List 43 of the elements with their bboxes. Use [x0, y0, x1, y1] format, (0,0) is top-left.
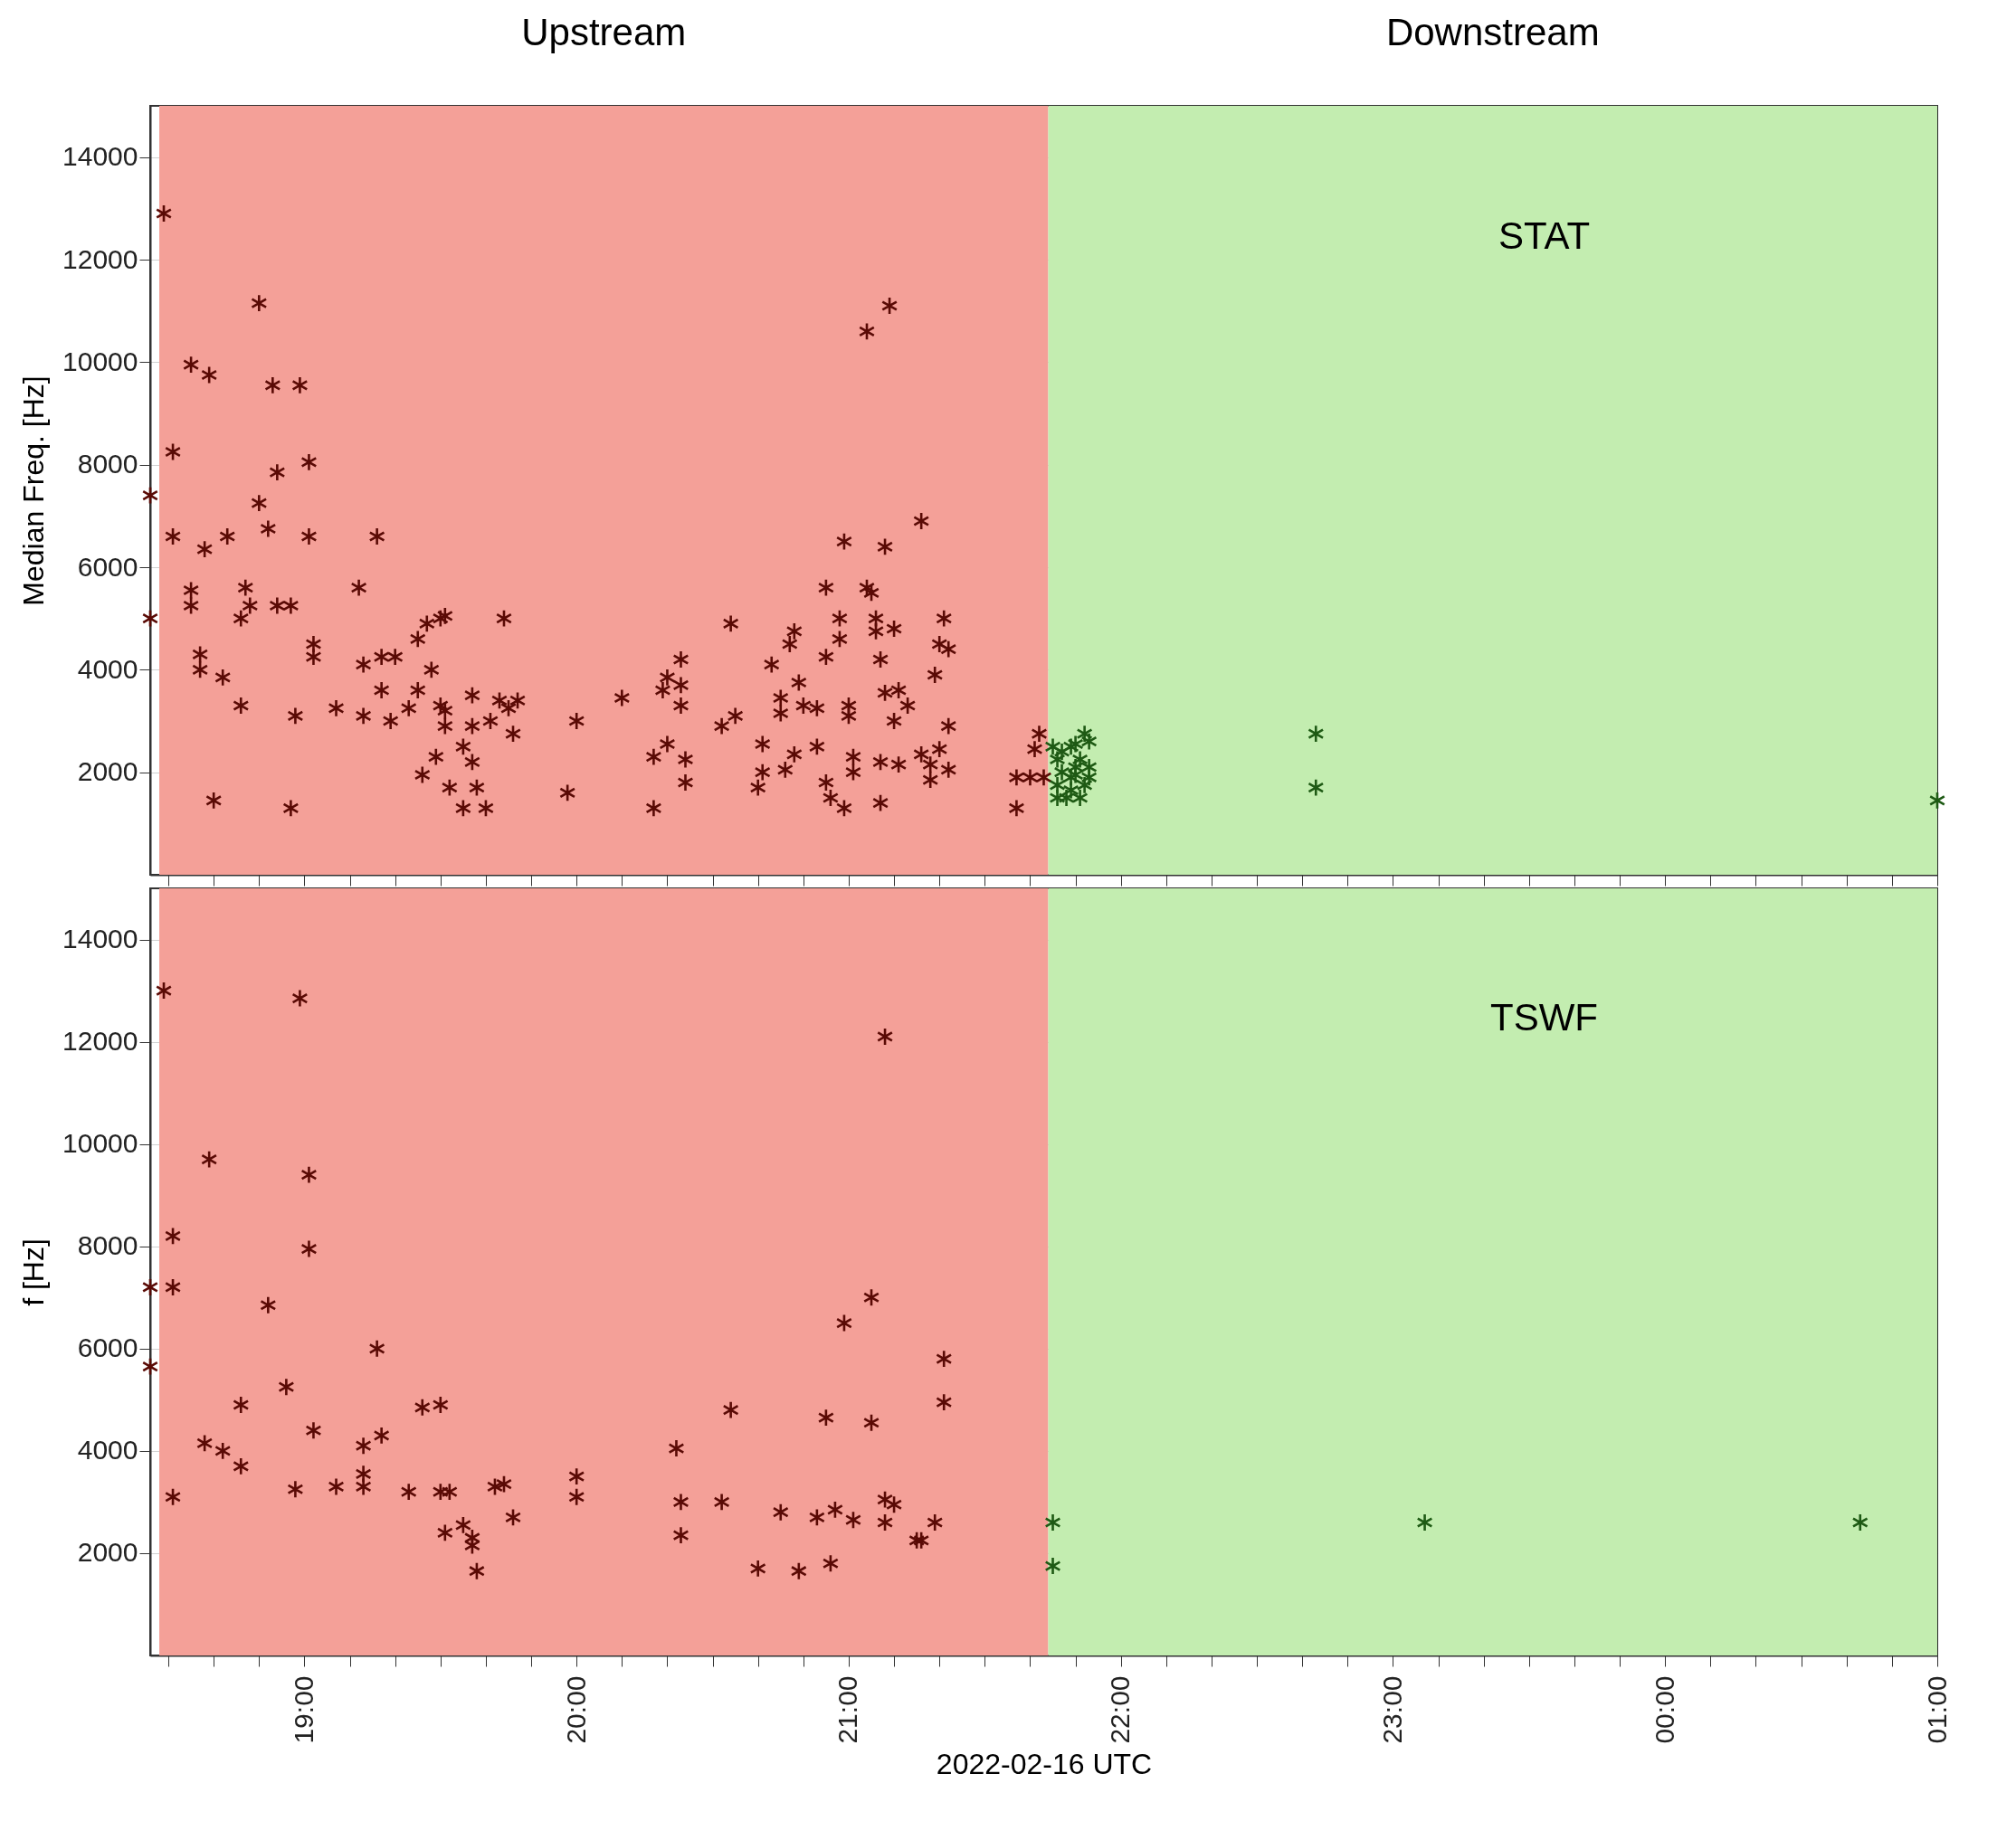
x-tick-label: 00:00: [1649, 1675, 1679, 1744]
x-tick-label: 23:00: [1376, 1675, 1407, 1744]
point: [1067, 735, 1084, 754]
point: [1080, 757, 1098, 777]
y-tick-label: 14000: [62, 924, 138, 954]
y-tick-label: 2000: [77, 1537, 138, 1568]
y-tick-label: 12000: [62, 243, 138, 274]
annotation: STAT: [1498, 213, 1591, 257]
y-tick-label: 10000: [62, 1128, 138, 1159]
y-tick-label: 10000: [62, 346, 138, 376]
point: [1080, 732, 1098, 751]
y-tick-label: 4000: [77, 1435, 138, 1465]
point: [1058, 788, 1075, 808]
point: [1062, 781, 1079, 800]
x-axis-title: 2022-02-16 UTC: [936, 1747, 1153, 1780]
y-axis-title: Median Freq. [Hz]: [17, 375, 51, 606]
y-tick-label: 12000: [62, 1026, 138, 1057]
band-label: Upstream: [521, 11, 687, 53]
y-tick-label: 8000: [77, 1230, 138, 1261]
band-label: Downstream: [1385, 11, 1600, 53]
point: [1049, 788, 1066, 808]
y-tick-label: 6000: [77, 551, 138, 582]
point: [1928, 791, 1946, 811]
x-tick-label: 22:00: [1105, 1675, 1136, 1744]
x-tick-label: 01:00: [1921, 1675, 1952, 1744]
point: [1308, 724, 1325, 744]
x-tick-label: 21:00: [832, 1675, 863, 1744]
point: [1071, 750, 1089, 769]
point: [1308, 778, 1325, 797]
y-tick-label: 6000: [77, 1333, 138, 1363]
point: [1071, 788, 1089, 808]
y-tick-label: 4000: [77, 653, 138, 684]
point: [1049, 750, 1066, 769]
point: [1076, 724, 1093, 744]
x-tick-label: 20:00: [560, 1675, 591, 1744]
point: [1062, 737, 1079, 756]
point: [1076, 775, 1093, 795]
y-axis-title: f [Hz]: [17, 1238, 51, 1306]
x-tick-label: 19:00: [288, 1675, 319, 1744]
annotation: TSWF: [1490, 996, 1598, 1039]
y-tick-label: 2000: [77, 756, 138, 787]
y-tick-label: 8000: [77, 449, 138, 479]
y-tick-label: 14000: [62, 141, 138, 172]
